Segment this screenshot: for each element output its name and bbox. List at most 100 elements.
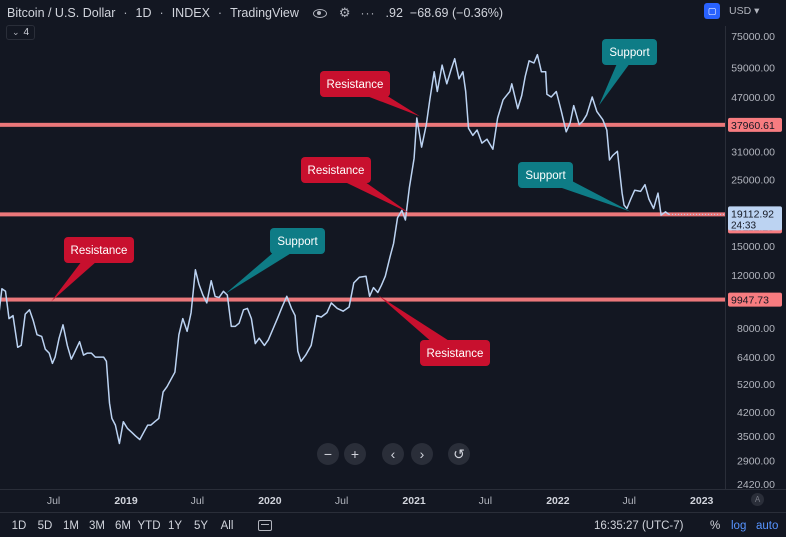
y-tick-label: 3500.00 — [737, 431, 775, 443]
level-price-label: 9947.73 — [731, 295, 769, 307]
callout-box — [301, 157, 371, 183]
y-tick-label: 2420.00 — [737, 479, 775, 491]
x-tick-label: Jul — [622, 495, 635, 507]
y-tick-label: 15000.00 — [731, 241, 775, 253]
x-tick-label: 2021 — [402, 495, 426, 507]
range-button[interactable]: 5D — [37, 519, 53, 532]
resistance-callout: Resistance — [320, 71, 420, 117]
callout-box — [270, 228, 325, 254]
x-tick-label: Jul — [47, 495, 60, 507]
callout-box — [420, 340, 490, 366]
level-band — [0, 122, 725, 127]
eye-icon[interactable] — [312, 8, 327, 18]
y-tick-label: 59000.00 — [731, 62, 775, 74]
chart-logo-icon[interactable]: ▢ — [704, 3, 720, 19]
price-line — [0, 53, 670, 445]
percent-toggle[interactable]: % — [710, 519, 721, 532]
callout-box — [518, 162, 573, 188]
x-tick-label: 2020 — [258, 495, 282, 507]
y-tick-label: 25000.00 — [731, 174, 775, 186]
zoom-out-button[interactable]: − — [317, 443, 339, 465]
more-icon[interactable]: ··· — [360, 6, 376, 20]
auto-toggle[interactable]: auto — [756, 519, 779, 532]
y-tick-label: 75000.00 — [731, 31, 775, 43]
currency-selector[interactable]: USD ▾ — [729, 5, 759, 17]
indicator-count: 4 — [23, 27, 30, 38]
x-tick-label: Jul — [335, 495, 348, 507]
level-price-tag — [728, 117, 782, 132]
range-button[interactable]: 3M — [89, 519, 105, 532]
level-band — [0, 297, 725, 302]
support-callout: Support — [225, 228, 325, 294]
range-button[interactable]: 5Y — [193, 519, 209, 532]
chevron-down-icon: ▾ — [754, 5, 760, 17]
callout-label: Support — [277, 236, 318, 248]
chevron-down-icon: ⌄ — [12, 27, 20, 37]
support-callout: Support — [518, 162, 631, 212]
y-tick-label: 2900.00 — [737, 455, 775, 467]
top-right-controls: ▢ USD ▾ — [704, 3, 759, 19]
y-tick-label: 4200.00 — [737, 407, 775, 419]
interval-label[interactable]: 1D — [135, 6, 152, 20]
bottom-toolbar: 1D 5D 1M 3M 6M YTD 1Y 5Y All 16:35:27 (UTC-7) % … — [0, 514, 786, 537]
range-button[interactable]: 6M — [115, 519, 131, 532]
callout-box — [602, 39, 657, 65]
currency-label: USD — [729, 5, 752, 17]
indicator-badge[interactable]: ⌄ 4 — [6, 25, 36, 40]
log-toggle[interactable]: log — [731, 519, 747, 532]
resistance-callout: Resistance — [51, 237, 134, 302]
header-separator: · — [217, 6, 223, 20]
callout-label: Resistance — [308, 165, 365, 177]
last-price-tag — [728, 206, 782, 231]
source-label: TradingView — [230, 6, 299, 20]
chart-header: Bitcoin / U.S. Dollar · 1D · INDEX · Tra… — [0, 0, 725, 26]
range-button[interactable]: All — [220, 519, 234, 532]
x-tick-label: 2019 — [114, 495, 138, 507]
level-band — [0, 212, 725, 217]
auto-scale-button[interactable]: A — [751, 493, 764, 506]
compare-icon[interactable] — [258, 520, 272, 531]
y-tick-label: 12000.00 — [731, 270, 775, 282]
callout-box — [320, 71, 390, 97]
header-separator: · — [123, 6, 128, 20]
x-tick-label: 2022 — [546, 495, 570, 507]
resistance-callout: Resistance — [301, 157, 410, 214]
level-price-label: 37960.61 — [731, 120, 775, 132]
countdown-label: 24:33 — [731, 220, 756, 231]
symbol-title[interactable]: Bitcoin / U.S. Dollar — [7, 6, 116, 20]
exchange-label: INDEX — [171, 6, 210, 20]
resistance-callout: Resistance — [377, 295, 490, 366]
y-tick-label: 31000.00 — [731, 146, 775, 158]
gear-icon[interactable]: ⚙ — [338, 5, 351, 20]
y-tick-label: 5200.00 — [737, 379, 775, 391]
callout-label: Resistance — [427, 348, 484, 360]
header-separator: · — [159, 6, 164, 20]
x-tick-label: 2023 — [690, 495, 714, 507]
range-button[interactable]: 1D — [11, 519, 27, 532]
callout-label: Support — [609, 47, 650, 59]
callout-label: Support — [525, 170, 566, 182]
reset-chart-button[interactable]: ↺ — [448, 443, 470, 465]
y-tick-label: 6400.00 — [737, 352, 775, 364]
x-tick-label: Jul — [479, 495, 492, 507]
range-button[interactable]: 1M — [63, 519, 79, 532]
level-price-tag — [728, 292, 782, 307]
x-tick-label: Jul — [191, 495, 204, 507]
last-price-label: 19112.92 — [731, 208, 774, 220]
support-callout: Support — [598, 39, 657, 106]
callout-label: Resistance — [327, 79, 384, 91]
scroll-forward-button[interactable]: › — [411, 443, 433, 465]
y-tick-label: 8000.00 — [737, 323, 775, 335]
range-button[interactable]: 1Y — [167, 519, 183, 532]
callout-box — [64, 237, 134, 263]
scroll-back-button[interactable]: ‹ — [382, 443, 404, 465]
range-button[interactable]: YTD — [137, 519, 161, 532]
y-tick-label: 47000.00 — [731, 92, 775, 104]
clock-label[interactable]: 16:35:27 (UTC-7) — [594, 519, 684, 532]
zoom-in-button[interactable]: + — [344, 443, 366, 465]
callout-label: Resistance — [71, 245, 128, 257]
last-price-partial: .92 — [385, 6, 403, 20]
range-selector: 1D 5D 1M 3M 6M YTD 1Y 5Y All — [0, 520, 240, 532]
price-change: −68.69 (−0.36%) — [409, 6, 504, 20]
